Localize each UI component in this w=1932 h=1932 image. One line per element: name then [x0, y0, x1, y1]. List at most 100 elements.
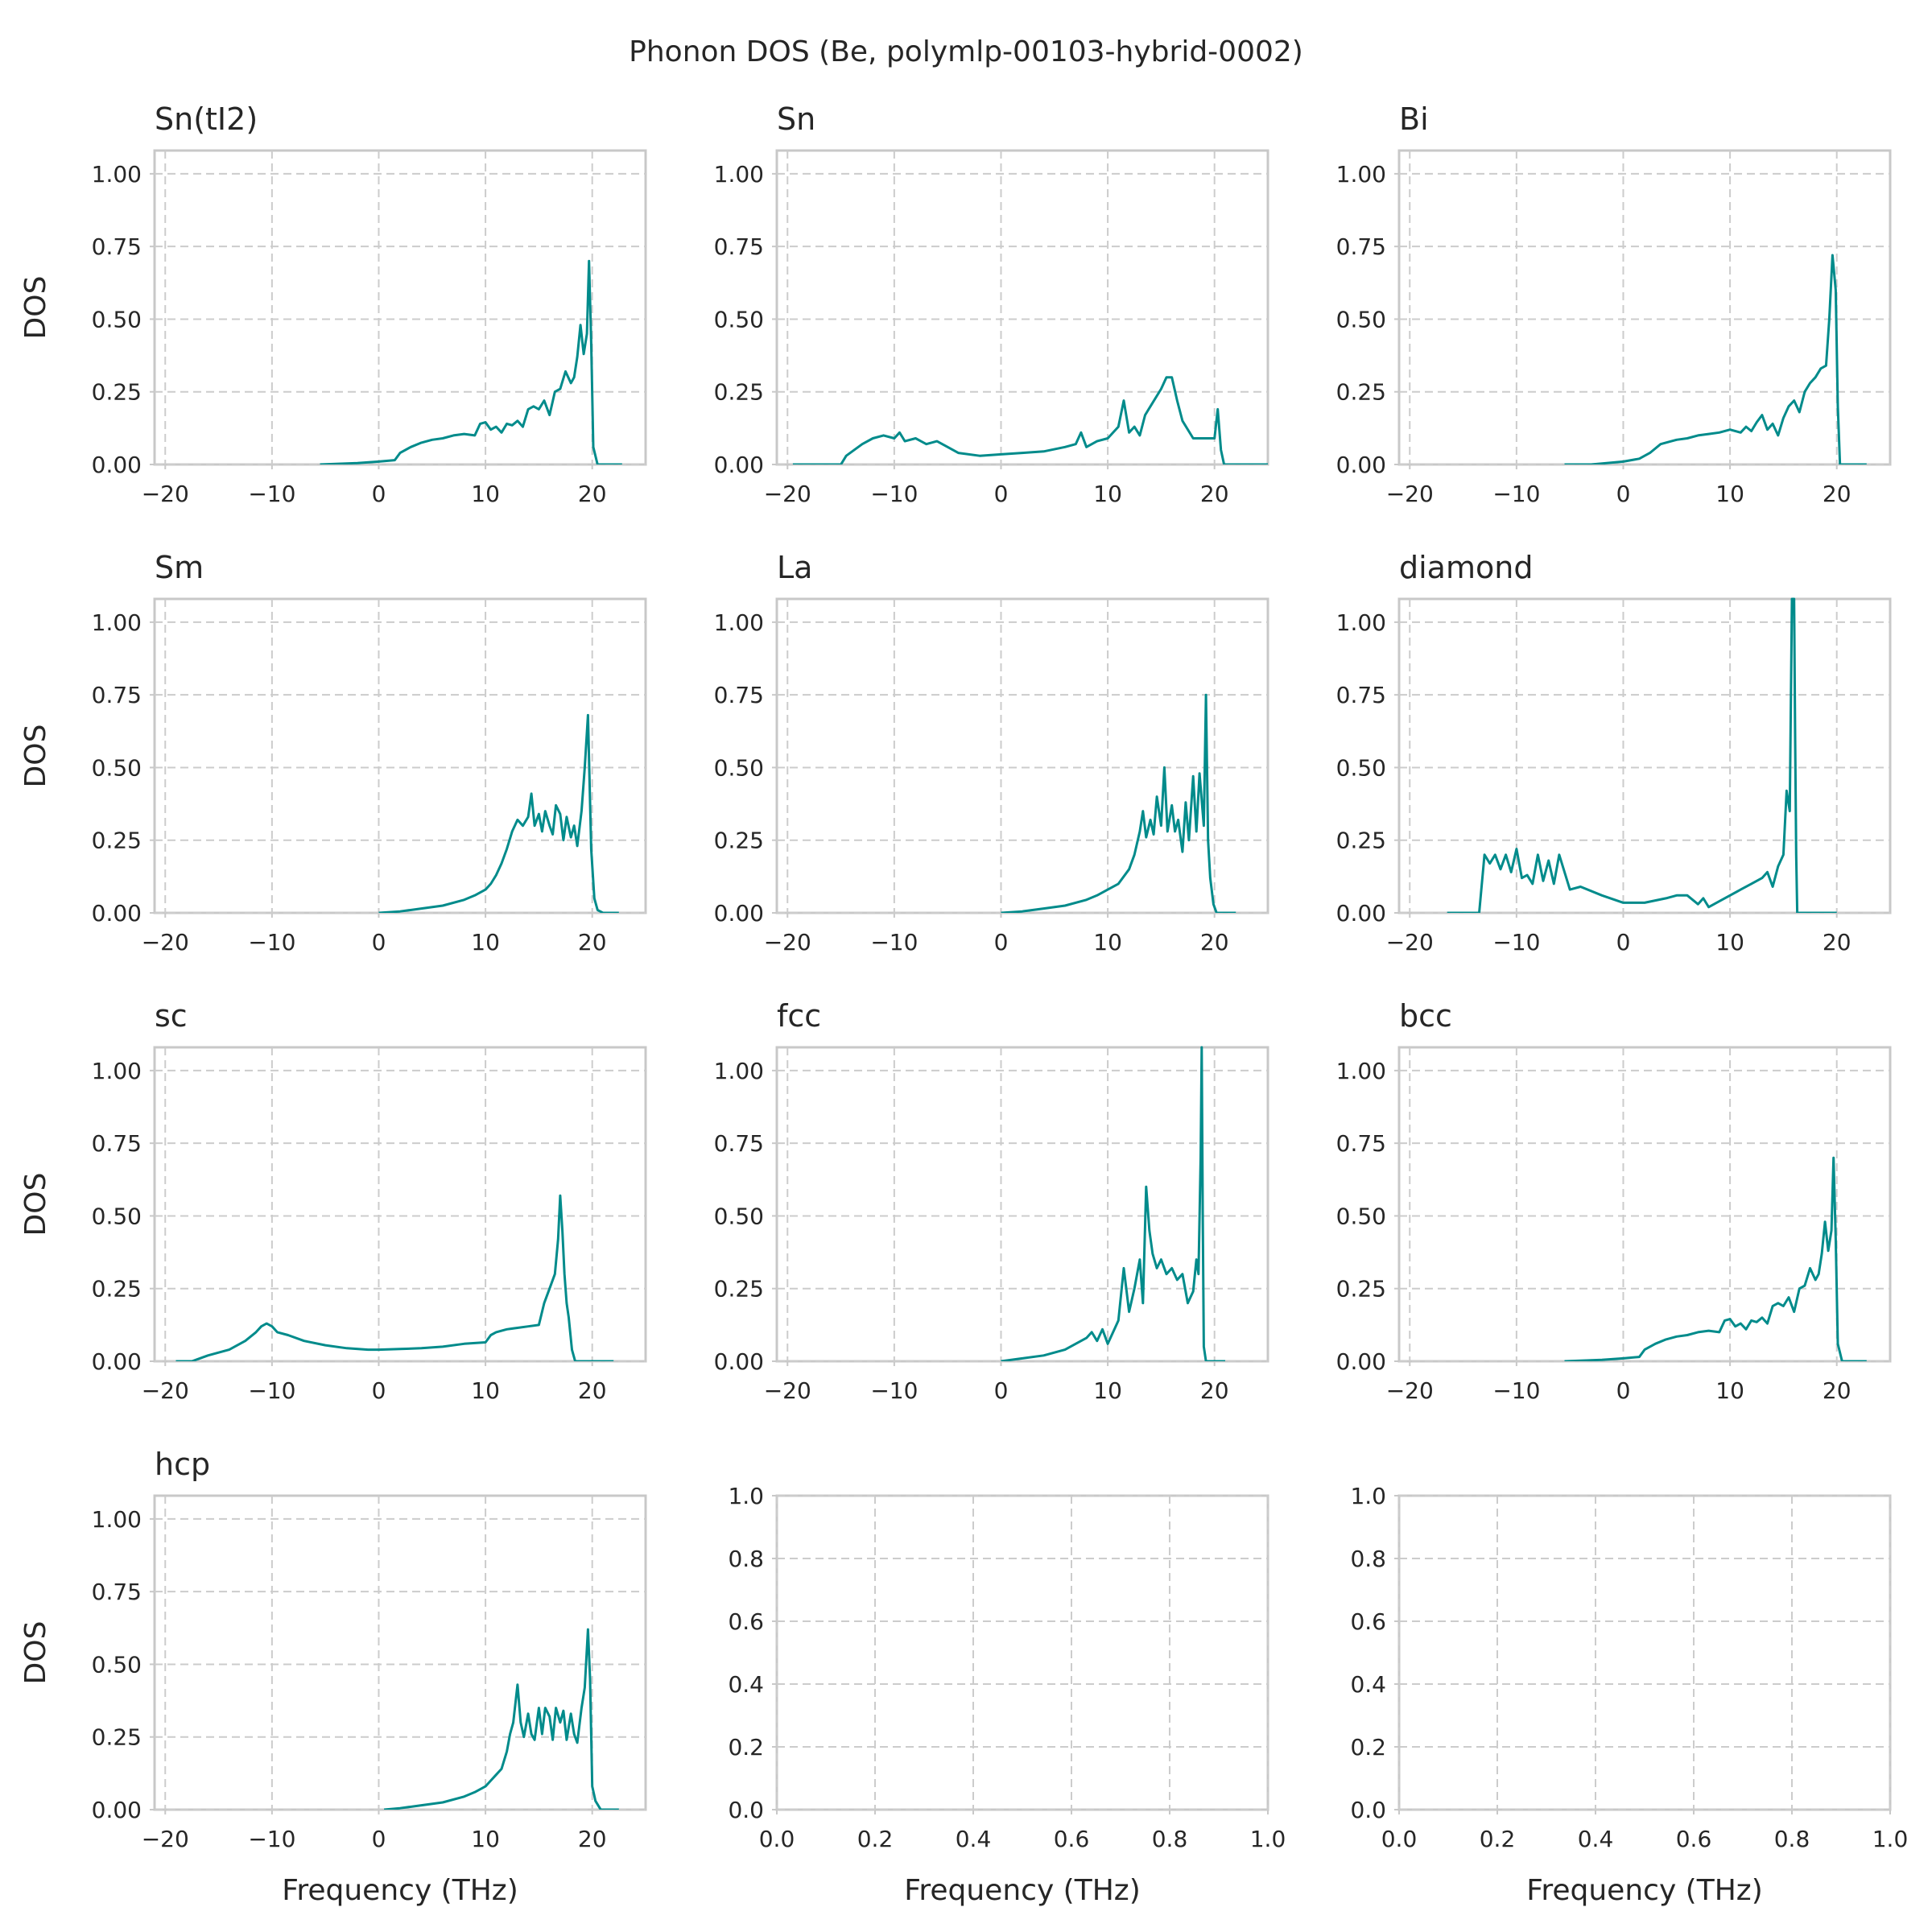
- y-tick-label: 0.00: [92, 1797, 142, 1823]
- x-tick-label: −10: [1492, 929, 1540, 956]
- x-tick-label: 10: [471, 929, 500, 956]
- y-tick-label: 0.25: [714, 379, 764, 406]
- y-tick-label: 1.00: [1336, 1058, 1386, 1084]
- subplot-8: −20 −10 0 10 20 0.00 0.25 0.50 0.75 1.00 fcc: [714, 998, 1269, 1404]
- x-tick-label: 1.0: [1872, 1826, 1909, 1852]
- x-tick-label: 0.2: [857, 1826, 894, 1852]
- subplot-title: sc: [155, 998, 188, 1034]
- x-tick-label: 0: [994, 481, 1009, 507]
- x-tick-label: 10: [1093, 481, 1122, 507]
- subplot-3: −20 −10 0 10 20 0.00 0.25 0.50 0.75 1.00 Bi: [1336, 101, 1892, 507]
- x-tick-label: 0.2: [1480, 1826, 1516, 1852]
- plot-frame: [153, 597, 647, 914]
- y-tick-label: 1.00: [1336, 609, 1386, 636]
- y-tick-label: 0.50: [714, 1203, 764, 1229]
- plot-frame: [153, 149, 647, 466]
- x-tick-label: 20: [578, 1377, 607, 1404]
- y-tick-label: 0.75: [1336, 233, 1386, 260]
- x-tick-label: 10: [1093, 1377, 1122, 1404]
- y-axis-label: DOS: [19, 1173, 52, 1236]
- dos-series-line: [1447, 597, 1837, 913]
- subplot-12: 0.0 0.2 0.4 0.6 0.8 1.0 0.0 0.2 0.4 0.6 0.8 1.0 Freq…: [1350, 1483, 1908, 1907]
- x-tick-label: −10: [1492, 1377, 1540, 1404]
- plot-frame: [153, 1046, 647, 1363]
- x-tick-label: 10: [471, 1377, 500, 1404]
- y-tick-label: 0.75: [714, 682, 764, 708]
- plot-frame: [775, 1046, 1269, 1363]
- x-tick-label: −10: [1492, 481, 1540, 507]
- y-tick-label: 0.25: [92, 1724, 142, 1751]
- y-tick-label: 1.00: [714, 1058, 764, 1084]
- x-tick-label: −20: [1386, 929, 1434, 956]
- x-axis-label: Frequency (THz): [904, 1874, 1140, 1907]
- x-tick-label: 20: [1823, 1377, 1852, 1404]
- x-tick-label: 0: [372, 929, 386, 956]
- x-tick-label: −10: [248, 1826, 295, 1852]
- subplot-2: −20 −10 0 10 20 0.00 0.25 0.50 0.75 1.00 Sn: [714, 101, 1269, 507]
- subplot-5: −20 −10 0 10 20 0.00 0.25 0.50 0.75 1.00 La: [714, 550, 1269, 956]
- x-axis-label: Frequency (THz): [1526, 1874, 1762, 1907]
- x-tick-label: −20: [1386, 1377, 1434, 1404]
- y-tick-label: 0.4: [728, 1671, 764, 1698]
- x-tick-label: 0: [1616, 929, 1631, 956]
- y-tick-label: 0.00: [92, 900, 142, 927]
- x-tick-label: 20: [578, 1826, 607, 1852]
- dos-series-line: [383, 1628, 619, 1810]
- y-tick-label: 0.25: [714, 828, 764, 854]
- x-tick-label: 10: [1715, 1377, 1744, 1404]
- dos-series-line: [320, 259, 622, 464]
- y-tick-label: 0.50: [1336, 754, 1386, 781]
- x-tick-label: −10: [248, 481, 295, 507]
- y-tick-label: 0.50: [1336, 306, 1386, 332]
- y-tick-label: 0.00: [92, 1348, 142, 1375]
- x-tick-label: 0.4: [956, 1826, 992, 1852]
- x-tick-label: 0: [994, 929, 1009, 956]
- subplot-title: Sn: [777, 101, 815, 137]
- subplot-4: −20 −10 0 10 20 0.00 0.25 0.50 0.75 1.00 Sm DOS: [19, 550, 647, 956]
- y-tick-label: 0.50: [92, 754, 142, 781]
- y-axis-label: DOS: [19, 1621, 52, 1685]
- dos-series-line: [792, 376, 1268, 464]
- subplot-9: −20 −10 0 10 20 0.00 0.25 0.50 0.75 1.00 bcc: [1336, 998, 1892, 1404]
- y-tick-label: 0.8: [728, 1546, 764, 1572]
- y-tick-label: 0.00: [92, 452, 142, 478]
- subplot-grid: −20 −10 0 10 200.000.250.500.751.00Sn(tI2)DO…: [19, 101, 1908, 1907]
- dos-series-line: [1001, 693, 1236, 913]
- subplot-1: −20 −10 0 10 20 0.00 0.25 0.50 0.75 1.00 Sn(tI2) DO…: [19, 101, 647, 507]
- y-tick-label: 0.4: [1350, 1671, 1386, 1698]
- x-tick-label: 10: [1715, 929, 1744, 956]
- dos-series-line: [175, 1194, 614, 1361]
- x-tick-label: 10: [1093, 929, 1122, 956]
- x-tick-label: 0.6: [1676, 1826, 1712, 1852]
- x-tick-label: −20: [142, 1826, 189, 1852]
- subplot-11: 0.0 0.2 0.4 0.6 0.8 1.0 0.0 0.2 0.4 0.6 0.8 1.0 Freq…: [728, 1483, 1286, 1907]
- y-tick-label: 0.25: [1336, 1276, 1386, 1302]
- plot-frame: [1397, 1046, 1892, 1363]
- y-tick-label: 0.2: [1350, 1734, 1386, 1761]
- x-tick-label: −20: [142, 929, 189, 956]
- subplot-title: Bi: [1399, 101, 1429, 137]
- y-tick-label: 0.25: [92, 379, 142, 406]
- y-tick-label: 0.50: [714, 306, 764, 332]
- dos-series-line: [378, 713, 619, 913]
- y-tick-label: 0.75: [92, 1130, 142, 1157]
- y-tick-label: 1.00: [714, 609, 764, 636]
- subplot-title: Sm: [155, 550, 204, 585]
- x-tick-label: −10: [870, 481, 918, 507]
- y-tick-label: 0.50: [92, 1203, 142, 1229]
- y-tick-label: 0.50: [1336, 1203, 1386, 1229]
- y-tick-label: 0.6: [1350, 1608, 1386, 1635]
- plot-frame: [1397, 149, 1892, 466]
- plot-frame: [153, 1494, 647, 1811]
- x-tick-label: 20: [1200, 929, 1229, 956]
- x-tick-label: 0: [372, 1377, 386, 1404]
- y-tick-label: 0.25: [714, 1276, 764, 1302]
- y-tick-label: 0.75: [92, 682, 142, 708]
- y-tick-label: 0.75: [1336, 682, 1386, 708]
- y-tick-label: 0.25: [92, 828, 142, 854]
- x-tick-label: 0.0: [1381, 1826, 1418, 1852]
- x-tick-label: −10: [870, 1377, 918, 1404]
- x-tick-label: 0: [372, 1826, 386, 1852]
- y-tick-label: 1.0: [728, 1483, 764, 1509]
